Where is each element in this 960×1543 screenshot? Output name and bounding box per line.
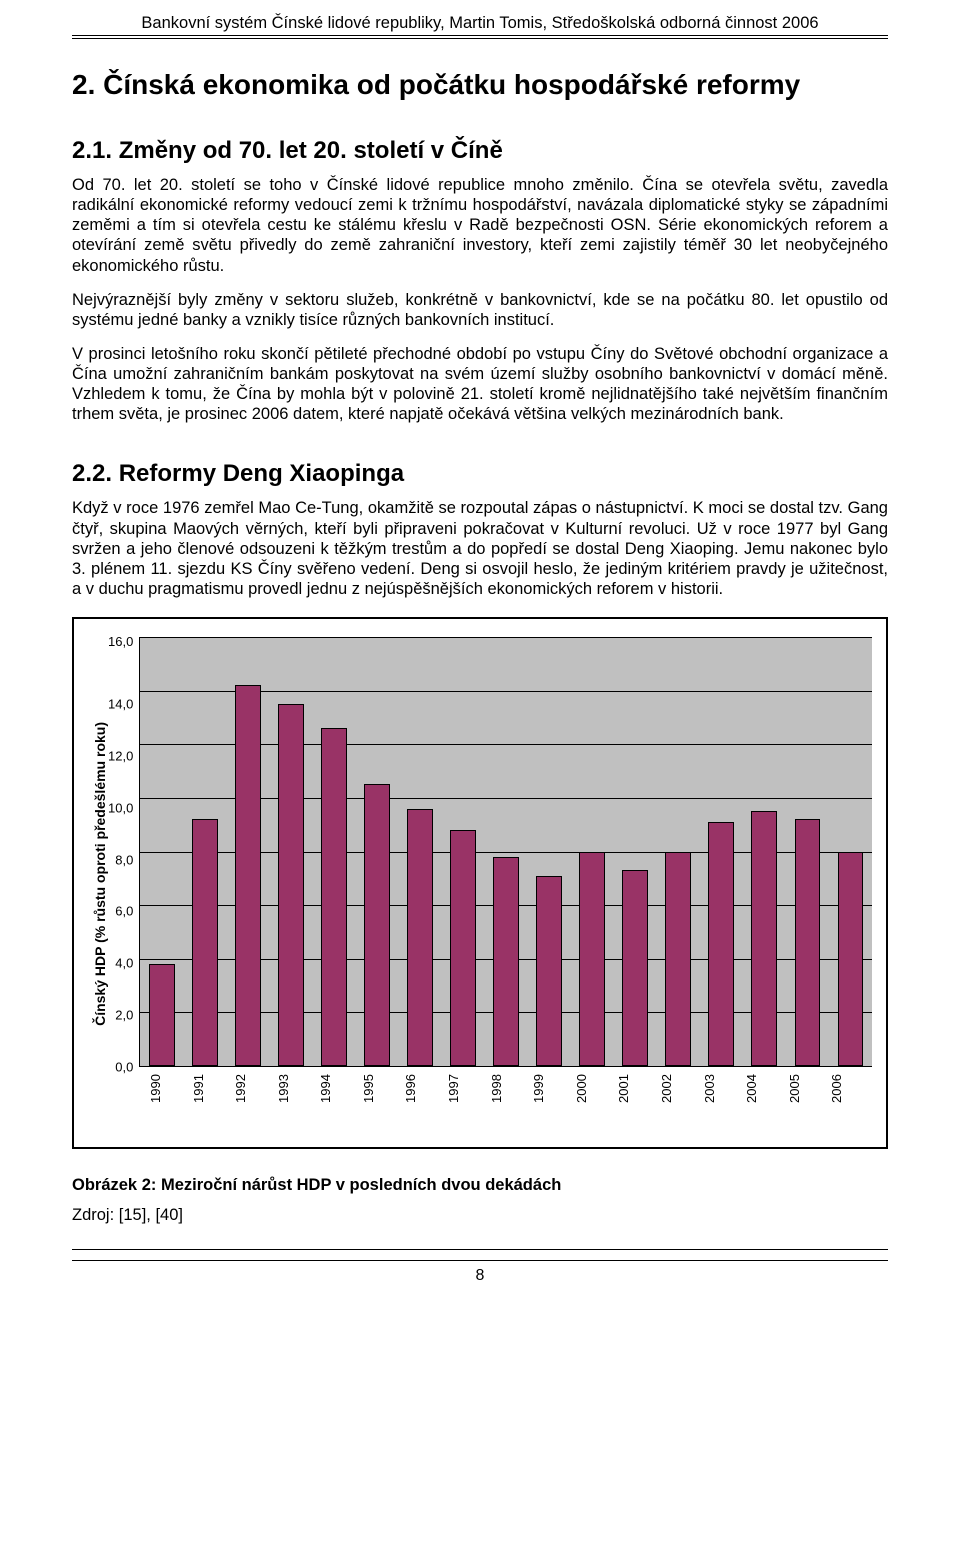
- figure-caption: Obrázek 2: Meziroční nárůst HDP v posled…: [72, 1175, 888, 1195]
- chart-bar: [708, 822, 734, 1066]
- paragraph: Nejvýraznější byly změny v sektoru služe…: [72, 290, 888, 330]
- chart-bar: [407, 809, 433, 1066]
- chart-bar: [622, 870, 648, 1066]
- chart-y-tick: 10,0: [108, 800, 133, 815]
- chart-x-tick: 1994: [318, 1067, 361, 1111]
- running-head: Bankovní systém Čínské lidové republiky,…: [72, 14, 888, 36]
- paragraph: V prosinci letošního roku skončí pětilet…: [72, 344, 888, 425]
- chart-bar: [364, 784, 390, 1066]
- chart-x-tick: 2006: [829, 1067, 872, 1111]
- chart-x-tick: 1998: [489, 1067, 532, 1111]
- chart-x-tick: 1995: [361, 1067, 404, 1111]
- chart-bar: [450, 830, 476, 1066]
- chart-bar: [795, 819, 821, 1066]
- chart-x-tick: 2000: [574, 1067, 617, 1111]
- chart-y-tick: 4,0: [115, 956, 133, 971]
- chart-y-tick: 6,0: [115, 904, 133, 919]
- page: Bankovní systém Čínské lidové republiky,…: [0, 0, 960, 1309]
- chart-y-tick: 8,0: [115, 852, 133, 867]
- chart-x-tick: 1996: [403, 1067, 446, 1111]
- chart-x-tick: 2005: [787, 1067, 830, 1111]
- heading-2: 2. Čínská ekonomika od počátku hospodářs…: [72, 69, 888, 101]
- chart-y-label: Čínský HDP (% růstu oproti předešlému ro…: [88, 722, 108, 1026]
- chart-y-tick: 12,0: [108, 748, 133, 763]
- chart-bar: [235, 685, 261, 1066]
- chart-bar: [665, 852, 691, 1067]
- heading-2-2: 2.2. Reformy Deng Xiaopinga: [72, 460, 888, 488]
- chart-bar: [321, 728, 347, 1066]
- chart-x-tick: 1993: [276, 1067, 319, 1111]
- chart-y-tick: 2,0: [115, 1008, 133, 1023]
- chart-bar: [751, 811, 777, 1066]
- chart-y-tick: 14,0: [108, 696, 133, 711]
- chart-bar: [579, 852, 605, 1067]
- chart-x-tick: 1997: [446, 1067, 489, 1111]
- chart-x-tick: 2001: [616, 1067, 659, 1111]
- chart-gridline: [140, 637, 872, 638]
- heading-2-1: 2.1. Změny od 70. let 20. století v Číně: [72, 137, 888, 165]
- chart-bar: [536, 876, 562, 1066]
- chart-plot-area: [139, 637, 872, 1067]
- chart-x-tick: 1992: [233, 1067, 276, 1111]
- footer-rule: [72, 1249, 888, 1250]
- chart-x-tick: 2003: [702, 1067, 745, 1111]
- chart-x-tick: 1991: [191, 1067, 234, 1111]
- chart-bar: [493, 857, 519, 1066]
- chart-bar: [192, 819, 218, 1066]
- chart-y-tick: 0,0: [115, 1060, 133, 1075]
- paragraph: Když v roce 1976 zemřel Mao Ce-Tung, oka…: [72, 498, 888, 599]
- chart-bar: [838, 852, 864, 1067]
- chart-x-tick: 2004: [744, 1067, 787, 1111]
- chart-y-ticks: 16,014,012,010,08,06,04,02,00,0: [108, 637, 139, 1067]
- chart-x-ticks: 1990199119921993199419951996199719981999…: [148, 1067, 872, 1111]
- chart-plot-wrap: 16,0 14,0 12,0 10,0 8,0 6,0 4,0 2,0 0,0 19901991…: [108, 637, 872, 1111]
- page-number: 8: [72, 1260, 888, 1285]
- chart-x-tick: 1999: [531, 1067, 574, 1111]
- paragraph: Od 70. let 20. století se toho v Čínské …: [72, 175, 888, 276]
- chart-bar: [149, 964, 175, 1066]
- figure-source: Zdroj: [15], [40]: [72, 1205, 888, 1225]
- chart-x-tick: 1990: [148, 1067, 191, 1111]
- chart-plot-row: 16,014,012,010,08,06,04,02,00,0: [108, 637, 872, 1067]
- chart-y-tick: 16,0: [108, 634, 133, 649]
- chart-bar: [278, 704, 304, 1066]
- header-rule: [72, 38, 888, 39]
- gdp-chart: Čínský HDP (% růstu oproti předešlému ro…: [72, 617, 888, 1149]
- chart-x-tick: 2002: [659, 1067, 702, 1111]
